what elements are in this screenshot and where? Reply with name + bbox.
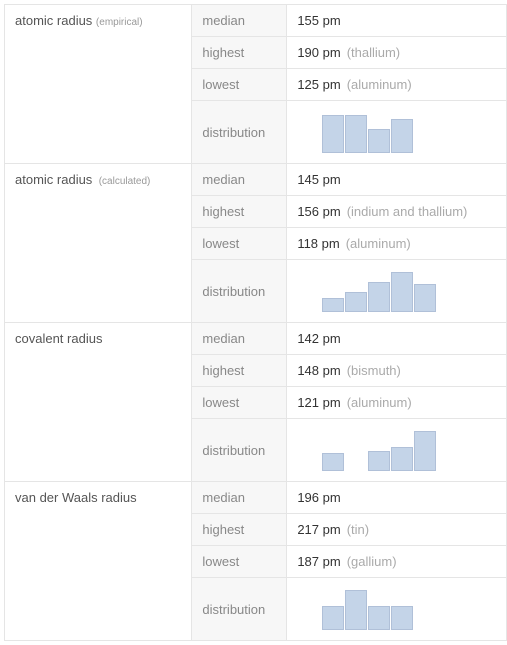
chart-bar — [345, 292, 367, 312]
stat-value: 156 pm(indium and thallium) — [287, 196, 507, 228]
chart-bar — [322, 298, 344, 312]
stat-label: median — [192, 164, 287, 196]
chart-bar — [322, 115, 344, 153]
chart-bar — [391, 447, 413, 471]
stat-value: 217 pm(tin) — [287, 514, 507, 546]
property-label: atomic radius (empirical) — [5, 5, 192, 164]
stat-label: distribution — [192, 419, 287, 482]
stat-label: distribution — [192, 578, 287, 641]
chart-bar — [368, 129, 390, 153]
property-label: van der Waals radius — [5, 482, 192, 641]
stat-label: median — [192, 323, 287, 355]
stat-label: lowest — [192, 69, 287, 101]
distribution-chart — [287, 419, 507, 482]
stat-label: highest — [192, 514, 287, 546]
stat-label: lowest — [192, 387, 287, 419]
chart-bar — [414, 431, 436, 471]
stat-label: distribution — [192, 101, 287, 164]
chart-bar — [345, 590, 367, 630]
stat-label: lowest — [192, 546, 287, 578]
stat-value: 148 pm(bismuth) — [287, 355, 507, 387]
distribution-chart — [287, 260, 507, 323]
stat-label: highest — [192, 355, 287, 387]
stat-label: distribution — [192, 260, 287, 323]
table-row: van der Waals radiusmedian196 pm — [5, 482, 507, 514]
chart-bar — [414, 284, 436, 312]
stat-label: highest — [192, 37, 287, 69]
stat-value: 145 pm — [287, 164, 507, 196]
chart-bar — [391, 606, 413, 630]
stat-label: highest — [192, 196, 287, 228]
stat-value: 196 pm — [287, 482, 507, 514]
distribution-chart — [287, 578, 507, 641]
stat-label: lowest — [192, 228, 287, 260]
chart-bar — [368, 451, 390, 471]
stat-value: 155 pm — [287, 5, 507, 37]
table-row: atomic radius (calculated)median145 pm — [5, 164, 507, 196]
chart-bar — [391, 119, 413, 153]
stat-value: 187 pm(gallium) — [287, 546, 507, 578]
stat-label: median — [192, 482, 287, 514]
stat-value: 142 pm — [287, 323, 507, 355]
table-row: covalent radiusmedian142 pm — [5, 323, 507, 355]
stat-value: 118 pm(aluminum) — [287, 228, 507, 260]
table-row: atomic radius (empirical)median155 pm — [5, 5, 507, 37]
distribution-chart — [287, 101, 507, 164]
stat-value: 121 pm(aluminum) — [287, 387, 507, 419]
chart-bar — [368, 282, 390, 312]
chart-bar — [322, 453, 344, 471]
stat-label: median — [192, 5, 287, 37]
stat-value: 190 pm(thallium) — [287, 37, 507, 69]
chart-bar — [322, 606, 344, 630]
chart-bar — [368, 606, 390, 630]
property-label: covalent radius — [5, 323, 192, 482]
properties-table: atomic radius (empirical)median155 pmhig… — [4, 4, 507, 641]
chart-bar — [391, 272, 413, 312]
chart-bar — [345, 115, 367, 153]
property-label: atomic radius (calculated) — [5, 164, 192, 323]
stat-value: 125 pm(aluminum) — [287, 69, 507, 101]
